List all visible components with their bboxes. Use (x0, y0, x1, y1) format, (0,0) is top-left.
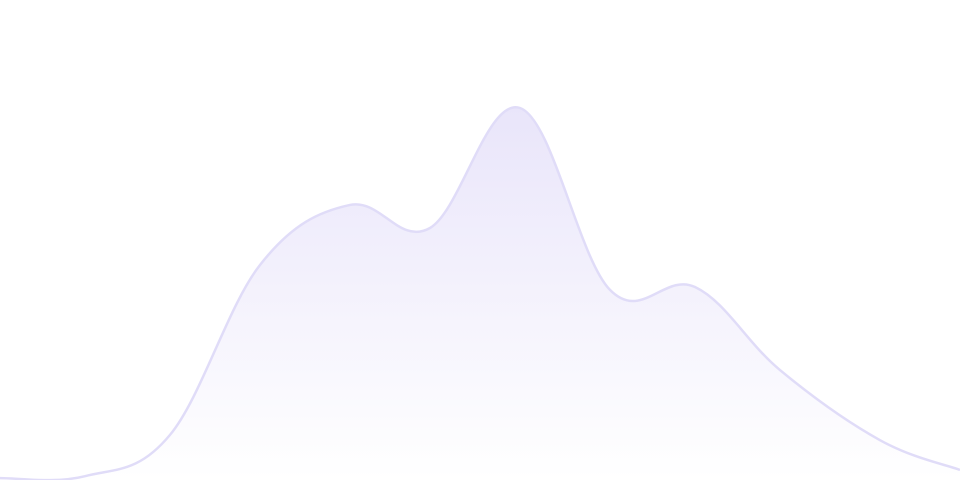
area-fill (0, 107, 960, 480)
series-line (0, 106, 960, 480)
